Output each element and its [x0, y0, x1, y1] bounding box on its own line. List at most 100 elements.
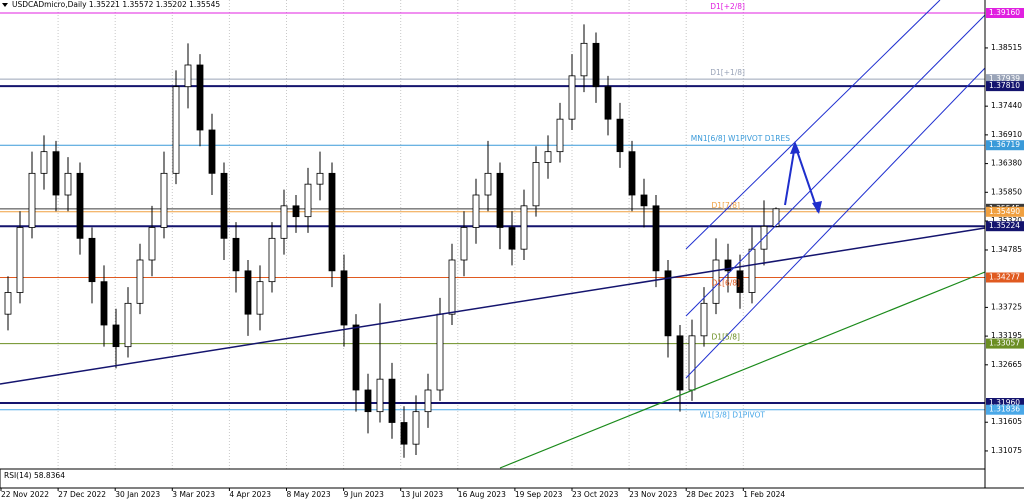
level-annotation: D1[+2/8]	[710, 2, 745, 11]
candle-body	[136, 259, 144, 304]
trend-line	[499, 271, 986, 469]
candle-body	[580, 42, 588, 77]
candle-body	[220, 172, 228, 239]
candle-body	[304, 183, 312, 218]
candle-body	[460, 227, 468, 261]
candle-body	[700, 302, 708, 337]
arrow-head	[812, 201, 822, 214]
candle-body	[520, 205, 528, 250]
candle-body	[736, 270, 744, 293]
x-tick-label: 19 Sep 2023	[515, 490, 563, 499]
y-tick-label: 1.33725	[991, 302, 1022, 311]
candle-body	[316, 172, 324, 185]
candle-body	[496, 172, 504, 228]
price-axis: 1.38515 1.37440 1.36910 1.36380 1.35850 1.353…	[985, 43, 1022, 455]
candle-body	[748, 248, 756, 293]
x-tick-label: 8 May 2023	[287, 490, 331, 499]
candle-body	[268, 237, 276, 283]
level-label: 1.39160	[989, 8, 1020, 17]
y-tick-label: 1.32665	[991, 360, 1022, 369]
x-tick-label: 23 Oct 2023	[572, 490, 619, 499]
candle-body	[724, 259, 732, 272]
x-tick-label: 3 Mar 2023	[172, 490, 215, 499]
candle-body	[208, 129, 216, 174]
chart-title: USDCADmicro,Daily 1.35221 1.35572 1.3520…	[12, 0, 220, 9]
candle-body	[4, 292, 12, 315]
level-annotation: D1[5/8]	[712, 333, 741, 342]
candle-body	[616, 118, 624, 153]
candle-body	[772, 208, 780, 227]
level-label: 1.36719	[989, 140, 1020, 149]
level-annotation: W1[3/8] D1PIVOT	[700, 411, 766, 420]
candle-body	[436, 313, 444, 391]
level-label: 1.35224	[989, 221, 1020, 230]
candle-body	[400, 422, 408, 445]
level-label: 1.33057	[989, 339, 1020, 348]
trend-line	[0, 227, 986, 385]
y-tick-label: 1.33195	[991, 331, 1022, 340]
candle-body	[424, 389, 432, 413]
time-axis: 22 Nov 2022 27 Dec 2022 30 Jan 2023 3 Mar 2…	[0, 488, 785, 499]
candle-body	[184, 64, 192, 88]
candle-body	[568, 75, 576, 120]
candle-body	[256, 281, 264, 315]
level-annotation: MN1[6/8] W1PIVOT D1RES	[691, 134, 790, 143]
candle-body	[328, 172, 336, 272]
indicator-label: RSI(14) 58.8364	[4, 471, 65, 480]
candle-body	[544, 151, 552, 163]
candle-body	[472, 194, 480, 228]
candle-body	[676, 335, 684, 391]
x-tick-label: 23 Nov 2023	[629, 490, 677, 499]
channel-line	[685, 67, 986, 379]
candle-body	[76, 172, 84, 239]
candle-body	[88, 237, 96, 283]
candle-body	[388, 378, 396, 423]
x-tick-label: 9 Jun 2023	[344, 490, 385, 499]
level-label-box	[986, 8, 1024, 18]
y-tick-label: 1.31605	[991, 417, 1022, 426]
x-tick-label: 16 Aug 2023	[458, 490, 506, 499]
candle-body	[28, 172, 36, 228]
level-label-box	[986, 338, 1024, 349]
candle-body	[160, 172, 168, 228]
candle-body	[124, 302, 132, 348]
level-label: 1.31960	[989, 398, 1020, 407]
candle-body	[292, 205, 300, 218]
x-tick-label: 30 Jan 2023	[115, 490, 160, 499]
candle-body	[196, 64, 204, 131]
level-label-box	[986, 404, 1024, 415]
level-label-box	[986, 398, 1024, 408]
level-label: 1.34277	[989, 272, 1020, 281]
annotations: D1[+2/8] D1[+1/8] MN1[6/8] W1PIVOT D1RES D1…	[691, 2, 790, 420]
candle-body	[232, 237, 240, 272]
level-label-box	[986, 221, 1024, 232]
level-labels: 1.391601.379391.378101.367191.355451.354…	[986, 8, 1024, 415]
candle-body	[280, 205, 288, 239]
y-tick-label: 1.35850	[991, 187, 1022, 196]
x-tick-label: 27 Dec 2022	[58, 490, 106, 499]
indicator-window	[0, 468, 986, 489]
y-tick-label: 1.38515	[991, 43, 1022, 52]
symbol-menu-icon[interactable]	[2, 3, 8, 7]
channel-line	[685, 14, 986, 317]
x-tick-label: 28 Dec 2023	[686, 490, 734, 499]
candle-body	[604, 86, 612, 120]
level-label: 1.35490	[989, 207, 1020, 216]
x-tick-label: 22 Nov 2022	[1, 490, 49, 499]
candle-body	[112, 324, 120, 348]
arrow-head	[790, 141, 800, 154]
y-tick-label: 1.36910	[991, 130, 1022, 139]
level-label-box	[986, 206, 1024, 217]
level-label-box	[986, 272, 1024, 283]
channel-line	[685, 0, 941, 250]
level-label-box	[986, 140, 1024, 151]
candle-body	[688, 335, 696, 391]
candle-body	[628, 151, 636, 196]
candle-body	[40, 151, 48, 174]
candle-body	[640, 194, 648, 207]
level-label-box	[986, 81, 1024, 92]
candle-body	[412, 411, 420, 445]
candle-body	[664, 270, 672, 337]
candle-body	[712, 259, 720, 304]
